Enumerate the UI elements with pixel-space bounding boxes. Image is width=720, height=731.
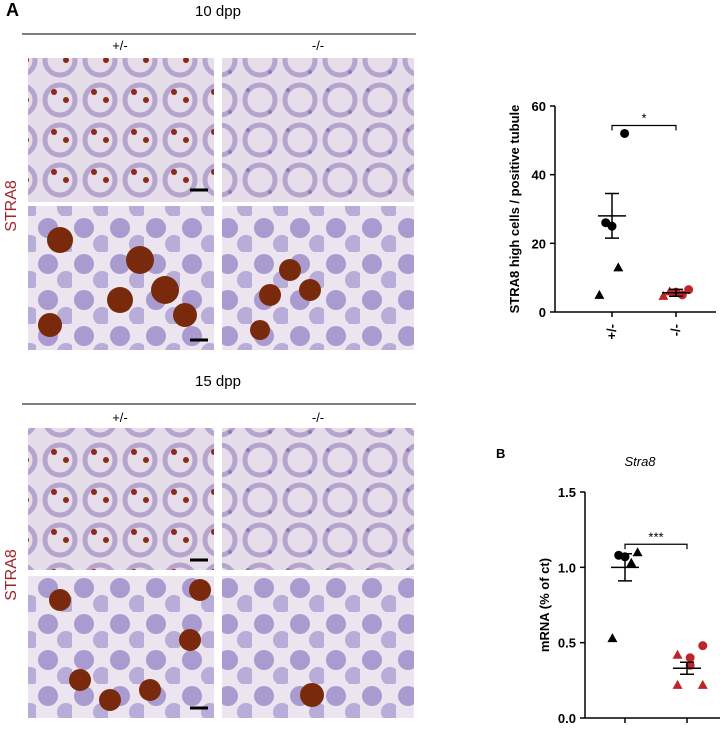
data-point: [685, 653, 695, 663]
data-point: [626, 557, 637, 567]
panel-label: B: [496, 446, 505, 461]
y-tick-label: 0: [539, 305, 546, 320]
micrograph: [28, 58, 214, 202]
significance: ***: [648, 529, 663, 544]
stained-nuclei: [250, 259, 321, 340]
scale-bars: [190, 188, 208, 710]
significance-bracket: [611, 124, 677, 131]
data-point: [697, 679, 708, 689]
stained-nuclei: [300, 683, 324, 707]
column-label: +/-: [112, 410, 128, 425]
data-point: [632, 547, 643, 557]
data-point: [685, 660, 695, 670]
significance-bracket: [624, 543, 688, 550]
y-tick-label: 40: [532, 168, 546, 183]
data-point: [672, 649, 683, 659]
y-tick-label: 1.5: [558, 485, 576, 500]
micrograph: [28, 428, 214, 570]
row-title: 15 dpp: [195, 373, 241, 390]
data-point: [684, 285, 694, 295]
x-tick-label: +/-: [604, 324, 619, 340]
data-point: [698, 641, 708, 651]
data-point: [607, 633, 618, 643]
y-axis-label: STRA8 high cells / positive tubule: [507, 105, 522, 314]
y-tick-label: 60: [532, 99, 546, 114]
y-axis-label: mRNA (% of ct): [537, 558, 552, 652]
data-point: [658, 290, 669, 300]
significance: *: [641, 110, 646, 125]
micrograph: [222, 58, 414, 202]
error-bar: [618, 553, 632, 582]
chart-title: Stra8: [624, 454, 656, 469]
y-tick-label: 0.5: [558, 636, 576, 651]
data-point: [620, 128, 630, 138]
column-label: +/-: [112, 38, 128, 53]
x-tick-label: -/-: [668, 324, 683, 336]
micrograph: [222, 428, 414, 570]
error-bar: [605, 192, 619, 239]
column-label: -/-: [312, 38, 324, 53]
panel-label: A: [6, 0, 19, 20]
error-bar: [669, 288, 683, 297]
stained-nuclei: [38, 227, 197, 337]
stain-label: STRA8: [3, 549, 20, 601]
stain-label: STRA8: [3, 180, 20, 232]
y-tick-label: 1.0: [558, 560, 576, 575]
y-tick-label: 20: [532, 236, 546, 251]
stained-nuclei: [49, 579, 211, 711]
error-bar: [680, 661, 694, 676]
row-title: 10 dpp: [195, 3, 241, 20]
data-point: [613, 262, 624, 272]
data-point: [594, 289, 605, 299]
data-point: [677, 290, 687, 300]
y-tick-label: 0.0: [558, 711, 576, 726]
data-point: [672, 679, 683, 689]
column-label: -/-: [312, 410, 324, 425]
